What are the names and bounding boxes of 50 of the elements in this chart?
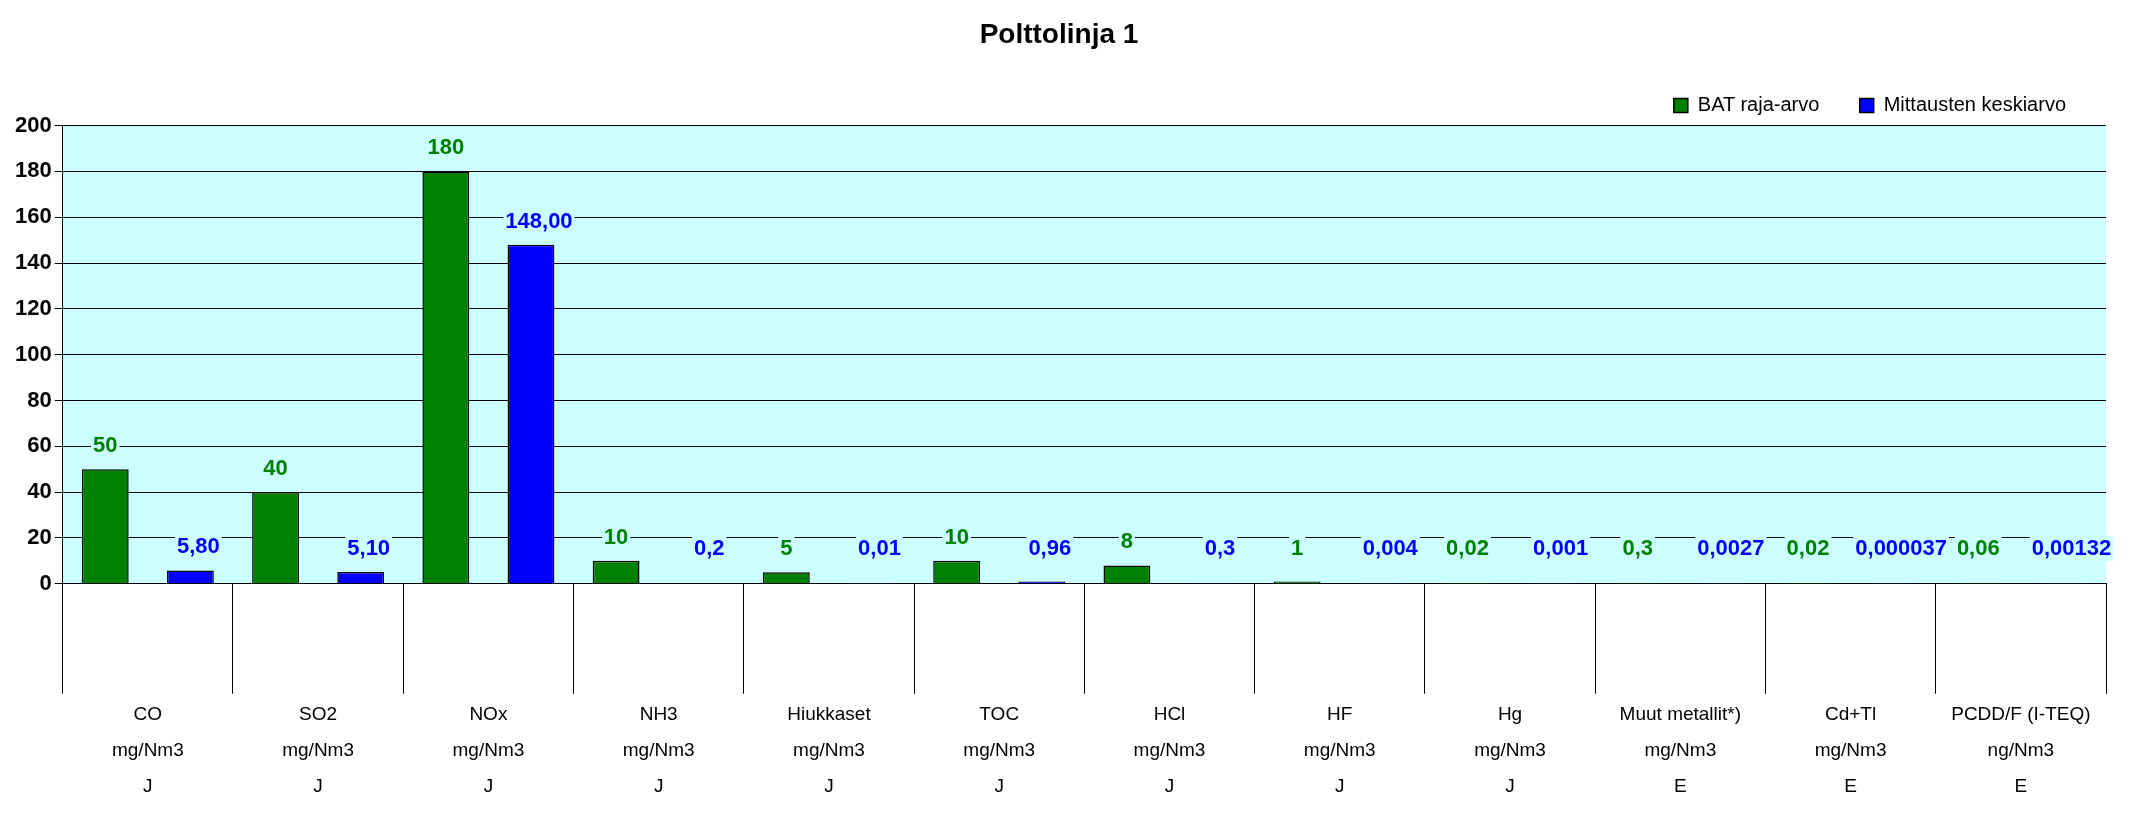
data-label: 0,3 — [1622, 534, 1654, 560]
y-tick-label: 140 — [14, 249, 52, 275]
data-label: 148,00 — [505, 207, 573, 233]
data-label: 5 — [780, 534, 793, 560]
y-tick-label: 200 — [14, 111, 52, 137]
x-tick-label: Hg mg/Nm3 J — [1474, 702, 1546, 797]
x-tick-label: Muut metallit*) mg/Nm3 E — [1619, 702, 1742, 797]
data-label: 0,0027 — [1697, 534, 1765, 560]
y-tick-label: 80 — [27, 386, 52, 412]
data-label: 0,001 — [1533, 534, 1589, 560]
x-tick-label: HCl mg/Nm3 J — [1133, 702, 1206, 797]
data-label: 0,02 — [1446, 534, 1489, 560]
data-label: 5,10 — [347, 534, 391, 560]
data-label: 0,00132 — [2031, 534, 2112, 560]
y-tick-label: 160 — [14, 203, 52, 229]
data-label: 0,96 — [1028, 534, 1072, 560]
y-tick-label: 100 — [14, 340, 52, 366]
data-label: 8 — [1120, 528, 1134, 554]
data-label: 0,000037 — [1855, 534, 1948, 560]
data-label: 50 — [93, 432, 118, 458]
x-tick-label: TOC mg/Nm3 J — [963, 702, 1036, 797]
x-tick-label: SO2 mg/Nm3 J — [282, 702, 355, 797]
data-label: 0,2 — [693, 534, 725, 560]
data-label: 10 — [944, 523, 969, 549]
data-label: 0,004 — [1362, 534, 1419, 560]
x-tick-label: NH3 mg/Nm3 J — [622, 702, 695, 797]
data-label: 0,06 — [1956, 534, 2000, 560]
y-tick-label: 120 — [14, 294, 52, 320]
y-tick-label: 180 — [14, 157, 52, 183]
data-label: 0,3 — [1204, 534, 1236, 560]
x-tick-label: Hiukkaset mg/Nm3 J — [787, 702, 872, 797]
data-label: 10 — [603, 523, 629, 549]
legend-label: Mittausten keskiarvo — [1883, 93, 2066, 116]
legend-label: BAT raja-arvo — [1697, 93, 1820, 116]
x-tick-label: Cd+Tl mg/Nm3 E — [1814, 702, 1887, 797]
y-tick-label: 0 — [39, 569, 52, 595]
y-tick-label: 20 — [27, 523, 52, 549]
x-tick-label: HF mg/Nm3 J — [1303, 702, 1376, 797]
x-tick-label: PCDD/F (I-TEQ) ng/Nm3 E — [1951, 702, 2091, 797]
data-label: 0,01 — [858, 534, 901, 560]
x-tick-label: NOx mg/Nm3 J — [452, 702, 525, 797]
data-label: 40 — [263, 455, 288, 481]
x-tick-label: CO mg/Nm3 J — [111, 702, 184, 797]
y-tick-label: 60 — [27, 432, 52, 458]
data-label: 180 — [427, 134, 465, 160]
data-label: 1 — [1291, 534, 1304, 560]
data-label: 0,02 — [1786, 534, 1830, 560]
y-tick-label: 40 — [27, 478, 52, 504]
chart-title: Polttolinja 1 — [979, 17, 1139, 49]
data-label: 5,80 — [177, 533, 220, 559]
